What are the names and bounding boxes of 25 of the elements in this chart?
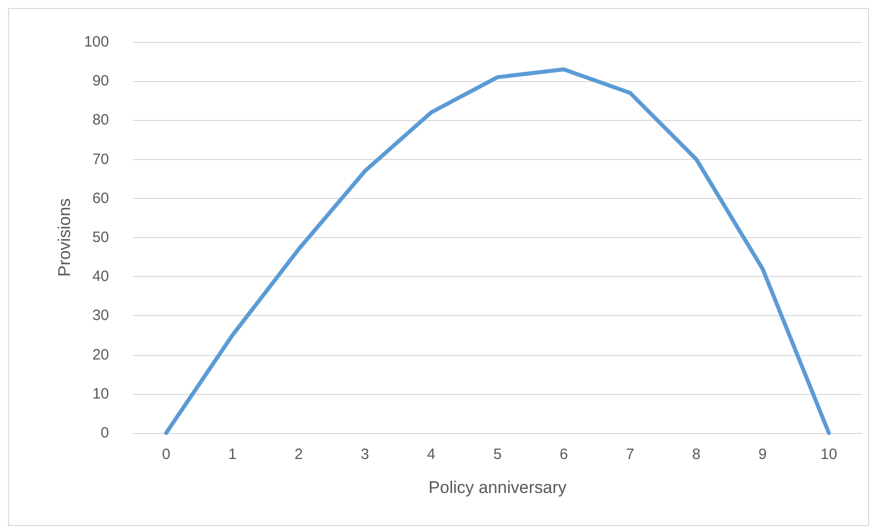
y-tick-label: 50 (92, 229, 109, 246)
y-tick-label: 60 (92, 190, 109, 207)
x-tick-label: 10 (820, 446, 838, 463)
line-series (164, 67, 831, 435)
y-tick-label: 70 (92, 150, 109, 168)
y-tick-label: 80 (92, 112, 109, 129)
x-tick-label: 6 (560, 446, 568, 463)
y-tick-label: 10 (92, 385, 109, 402)
x-tick-label: 9 (758, 446, 767, 463)
x-axis-title: Policy anniversary (428, 478, 567, 497)
x-tick-label: 5 (493, 446, 502, 463)
y-tick-label: 100 (84, 34, 109, 50)
y-tick-label: 20 (92, 346, 109, 364)
y-tick-label: 30 (92, 307, 109, 324)
x-tick-label: 2 (294, 446, 303, 463)
x-tick-label: 4 (427, 446, 436, 463)
x-tick-label: 7 (626, 446, 634, 463)
y-tick-label: 40 (92, 268, 109, 286)
y-axis-title: Provisions (55, 198, 74, 277)
y-tick-label: 0 (100, 424, 109, 442)
x-tick-label: 3 (360, 446, 370, 463)
y-tick-label: 90 (92, 72, 109, 90)
x-tick-label: 0 (162, 446, 170, 463)
x-tick-label: 1 (228, 446, 237, 463)
x-tick-label: 8 (692, 446, 700, 463)
